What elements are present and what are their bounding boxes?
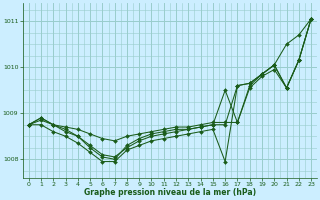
X-axis label: Graphe pression niveau de la mer (hPa): Graphe pression niveau de la mer (hPa) (84, 188, 256, 197)
